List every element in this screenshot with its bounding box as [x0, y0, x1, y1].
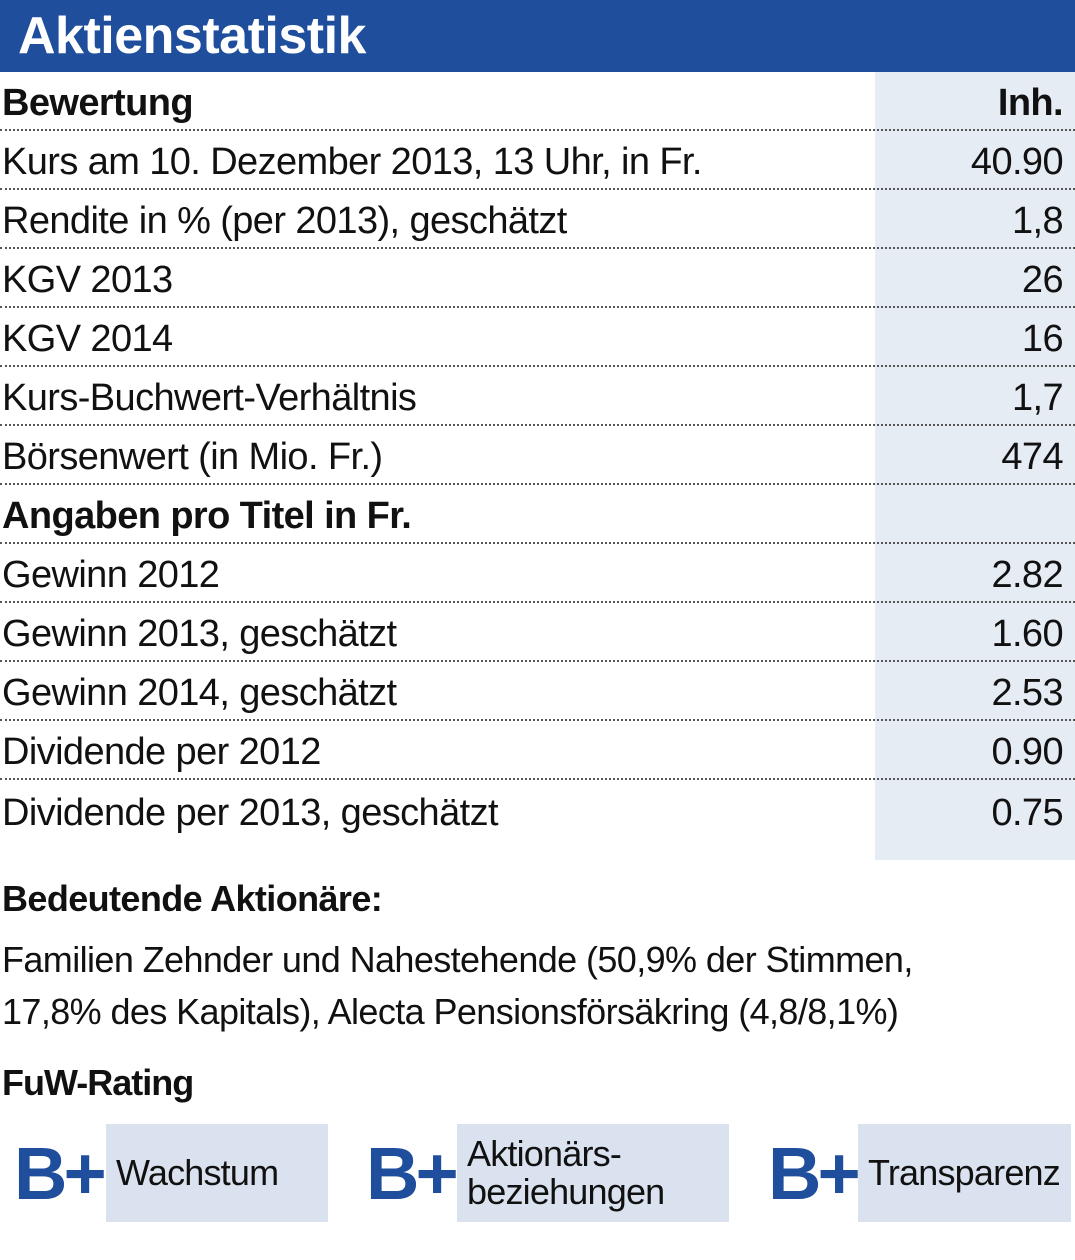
table-row: KGV 2013 26 [0, 249, 1075, 308]
table-row: Rendite in % (per 2013), geschätzt 1,8 [0, 190, 1075, 249]
row-label: Gewinn 2012 [2, 554, 220, 596]
shareholders-line: 17,8% des Kapitals), Alecta Pensionsförs… [2, 991, 899, 1032]
table-row: Börsenwert (in Mio. Fr.) 474 [0, 426, 1075, 485]
row-label: Dividende per 2012 [2, 731, 321, 773]
row-label: Kurs-Buchwert-Verhältnis [2, 377, 417, 419]
table-row: Dividende per 2012 0.90 [0, 721, 1075, 780]
rating-label-line: Aktionärs- [467, 1133, 622, 1174]
rating-label-aktionaersbeziehungen: Aktionärs- beziehungen [457, 1124, 729, 1222]
shareholders-heading: Bedeutende Aktionäre: [2, 878, 383, 919]
table-row: Kurs-Buchwert-Verhältnis 1,7 [0, 367, 1075, 426]
row-value: 1,8 [1011, 200, 1064, 242]
row-label: Gewinn 2014, geschätzt [2, 672, 397, 714]
row-label: Börsenwert (in Mio. Fr.) [2, 436, 383, 478]
row-label: Kurs am 10. Dezember 2013, 13 Uhr, in Fr… [2, 141, 702, 183]
row-value: Inh. [997, 82, 1064, 124]
row-value: 2.53 [991, 672, 1063, 714]
table-row: Gewinn 2012 2.82 [0, 544, 1075, 603]
rating-label-line: Wachstum [116, 1152, 279, 1193]
rating-label-line: Transparenz [868, 1152, 1061, 1193]
rating-grade-wachstum: B+ [14, 1132, 107, 1215]
table-row-header-bewertung: Bewertung Inh. [0, 72, 1075, 131]
stats-table: Bewertung Inh. Kurs am 10. Dezember 2013… [0, 72, 1075, 839]
row-label: Rendite in % (per 2013), geschätzt [2, 200, 567, 242]
row-value: 26 [1021, 259, 1064, 301]
rating-grade-transparenz: B+ [768, 1132, 861, 1215]
table-row: Dividende per 2013, geschätzt 0.75 [0, 780, 1075, 839]
row-value: 474 [1001, 436, 1063, 478]
row-value: 1.60 [991, 613, 1063, 655]
shareholders-text: Familien Zehnder und Nahestehende (50,9%… [2, 934, 1072, 1038]
rating-label-line: beziehungen [467, 1171, 665, 1212]
row-label: Gewinn 2013, geschätzt [2, 613, 397, 655]
row-value: 1,7 [1011, 377, 1064, 419]
table-row: Gewinn 2013, geschätzt 1.60 [0, 603, 1075, 662]
row-label: KGV 2013 [2, 259, 173, 301]
table-row-header-angaben: Angaben pro Titel in Fr. [0, 485, 1075, 544]
row-value: 0.90 [991, 731, 1063, 773]
rating-grade-aktionaersbeziehungen: B+ [366, 1132, 459, 1215]
row-value: 0.75 [991, 792, 1063, 834]
row-value: 40.90 [970, 141, 1064, 183]
rating-label-wachstum: Wachstum [106, 1124, 328, 1222]
row-label: Bewertung [2, 82, 194, 124]
row-value: 2.82 [991, 554, 1063, 596]
rating-label-transparenz: Transparenz [858, 1124, 1071, 1222]
table-row: Kurs am 10. Dezember 2013, 13 Uhr, in Fr… [0, 131, 1075, 190]
shareholders-line: Familien Zehnder und Nahestehende (50,9%… [2, 939, 913, 980]
table-row: KGV 2014 16 [0, 308, 1075, 367]
table-row: Gewinn 2014, geschätzt 2.53 [0, 662, 1075, 721]
row-value: 16 [1021, 318, 1064, 360]
row-label: Dividende per 2013, geschätzt [2, 792, 499, 834]
row-label: KGV 2014 [2, 318, 173, 360]
row-label: Angaben pro Titel in Fr. [2, 495, 412, 537]
rating-heading: FuW-Rating [2, 1062, 194, 1103]
value-column-shading [875, 72, 1075, 860]
page-title: Aktienstatistik [0, 0, 1075, 72]
